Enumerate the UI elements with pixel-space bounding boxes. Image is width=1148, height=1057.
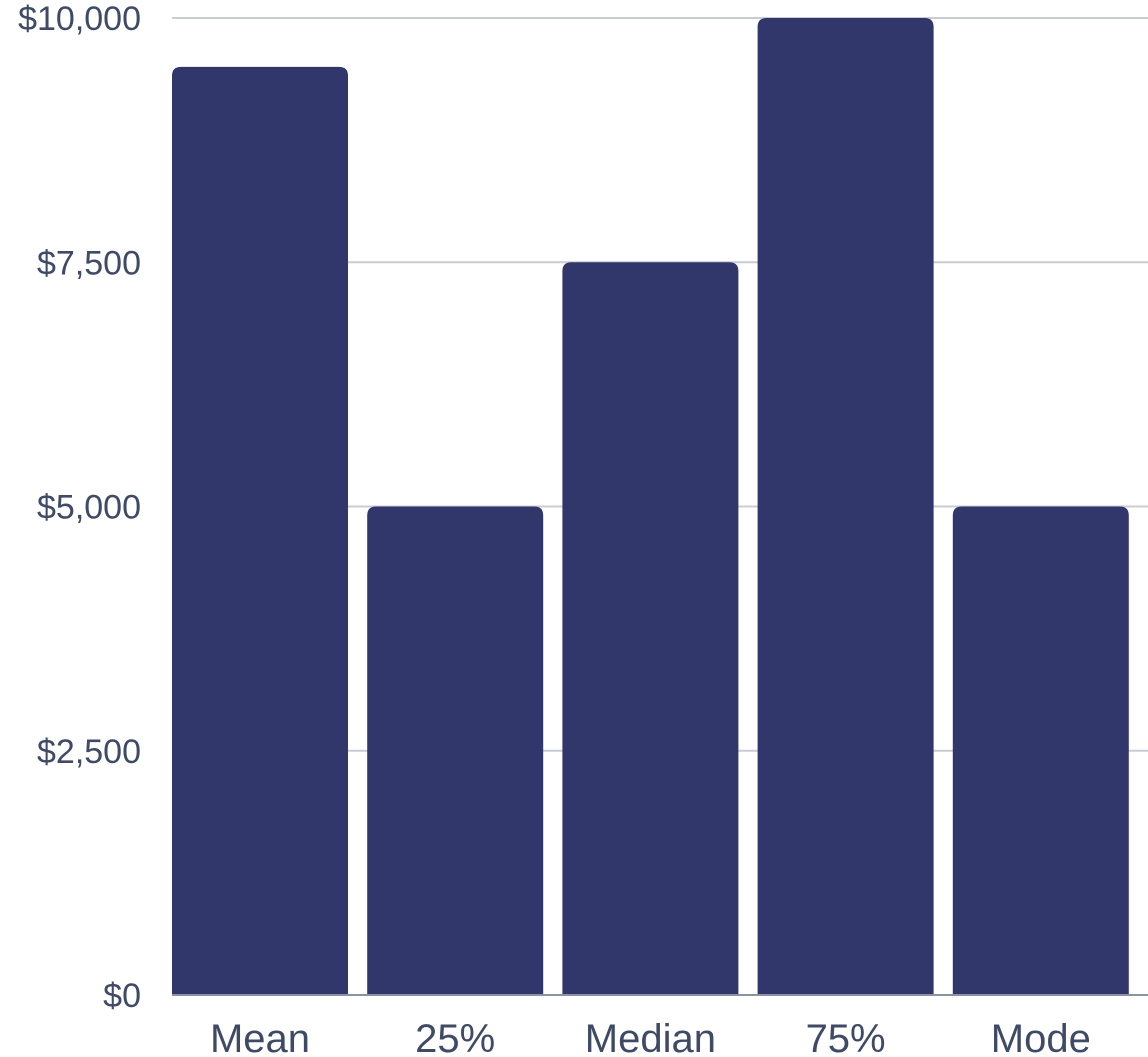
x-category-label: 25% (415, 1017, 495, 1057)
bar-median (562, 262, 739, 995)
bars (172, 18, 1129, 996)
y-tick-label: $10,000 (18, 0, 141, 38)
bar-mode (952, 506, 1129, 995)
x-category-label: Median (585, 1017, 716, 1057)
bar-75- (757, 18, 934, 995)
y-tick-label: $5,000 (37, 489, 141, 527)
x-category-label: 75% (806, 1017, 886, 1057)
y-tick-label: $2,500 (37, 733, 141, 771)
x-axis-category-labels: Mean 25% Median 75% Mode (210, 1017, 1091, 1057)
x-category-label: Mode (991, 1017, 1091, 1057)
bar-mean (172, 66, 348, 996)
x-category-label: Mean (210, 1017, 310, 1057)
y-axis-tick-labels: $0 $2,500 $5,000 $7,500 $10,000 (18, 0, 141, 1015)
y-tick-label: $7,500 (37, 244, 141, 282)
bar-25- (367, 506, 544, 995)
y-tick-label: $0 (103, 977, 141, 1015)
